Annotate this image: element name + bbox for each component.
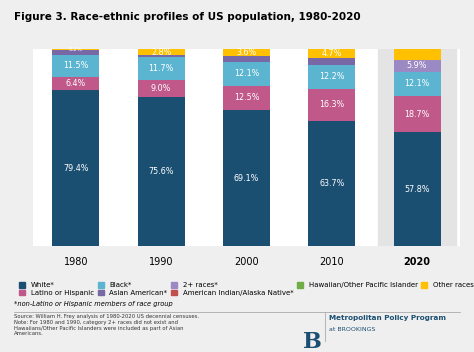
Text: 12.1%: 12.1% [234,69,259,78]
Bar [223,49,270,56]
Bar [137,55,184,57]
Text: 18.7%: 18.7% [404,109,430,119]
Bar [137,49,184,55]
Bar [393,60,441,72]
Text: 16.3%: 16.3% [319,100,345,109]
Text: 12.1%: 12.1% [404,79,430,88]
Text: 75.6%: 75.6% [148,168,174,176]
Text: 12.2%: 12.2% [319,72,345,81]
Legend: White*, Latino or Hispanic, Black*, Asian American*, 2+ races*, American Indian/: White*, Latino or Hispanic, Black*, Asia… [19,282,474,296]
Text: 12.5%: 12.5% [234,93,259,102]
Bar [393,96,441,132]
Bar [308,58,356,65]
Bar [52,55,99,77]
Text: 3.6%: 3.6% [237,48,256,57]
Bar [378,49,456,246]
Text: Figure 3. Race-ethnic profiles of US population, 1980-2020: Figure 3. Race-ethnic profiles of US pop… [14,12,361,22]
Bar [393,72,441,96]
Bar [393,49,441,60]
Text: 57.8%: 57.8% [404,185,430,194]
Bar [52,50,99,55]
Text: at BROOKINGS: at BROOKINGS [329,327,376,332]
Bar [223,62,270,86]
Bar [308,65,356,89]
Text: 2.8%: 2.8% [151,48,171,57]
Text: 63.7%: 63.7% [319,179,345,188]
Bar [308,89,356,121]
Text: Metropolitan Policy Program: Metropolitan Policy Program [329,315,447,321]
Bar [52,77,99,90]
Bar [52,49,99,50]
Text: *non-Latino or Hispanic members of race group: *non-Latino or Hispanic members of race … [14,301,173,307]
Text: 4.7%: 4.7% [322,49,342,58]
Bar [137,98,184,246]
Text: B: B [303,331,322,352]
Text: 9.0%: 9.0% [151,84,171,93]
Bar [223,110,270,246]
Text: 79.4%: 79.4% [63,164,89,172]
Bar [308,49,356,58]
Bar [393,132,441,246]
Bar [52,90,99,246]
Text: 5.9%: 5.9% [407,62,428,70]
Text: 6.4%: 6.4% [66,79,86,88]
Text: 11.7%: 11.7% [148,64,174,73]
Text: 69.1%: 69.1% [234,174,259,183]
Bar [223,86,270,110]
Text: Source: William H. Frey analysis of 1980-2020 US decennial censuses.
Note: For 1: Source: William H. Frey analysis of 1980… [14,314,199,337]
Bar [223,56,270,62]
Text: 0.2%: 0.2% [69,47,83,52]
Bar [308,121,356,246]
Text: 11.5%: 11.5% [63,62,89,70]
Bar [137,57,184,80]
Bar [137,80,184,98]
